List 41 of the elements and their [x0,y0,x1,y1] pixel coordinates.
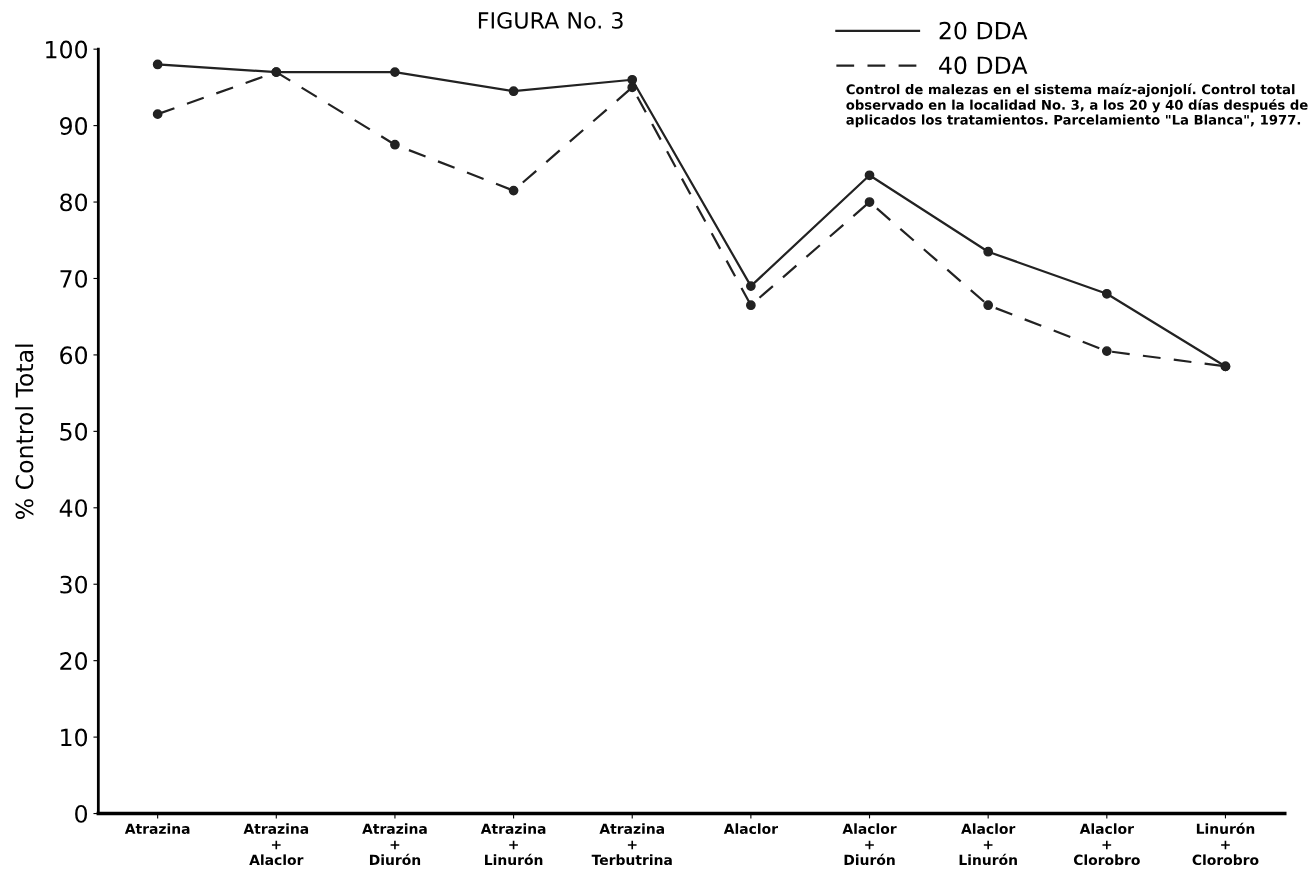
point [390,139,400,150]
y-tick-label: 20 [60,652,88,670]
point [1101,288,1112,299]
x-tick-label: Linurón + Clorobro [1192,822,1259,866]
y-tick-label: 30 [60,575,88,594]
legend-label: 40 DDA [939,56,1028,75]
y-tick-label: 40 [59,499,88,518]
x-tick-label: Atrazina + Diurón [362,823,427,866]
point [864,170,875,181]
x-tick-label: Atrazina + Linurón [480,823,546,866]
x-tick-label: Alaclor + Diurón [842,823,897,866]
legend-label: 20 DDA [939,21,1028,40]
y-tick-label: 10 [61,728,88,747]
point [152,59,163,70]
chart-title: FIGURA No. 3 [478,11,623,29]
x-tick-label: Atrazina + Terbutrina [591,823,672,866]
point [1101,346,1112,356]
y-tick-label: 80 [60,193,88,212]
x-tick-label: Alaclor + Linurón [959,823,1017,866]
point [983,300,994,311]
point [152,109,163,120]
point [627,82,638,93]
point [746,300,756,311]
point [746,281,756,291]
y-tick-label: 0 [75,804,88,823]
point [390,67,400,77]
y-tick-label: 50 [60,422,88,441]
y-tick-label: 90 [60,117,88,135]
point [983,246,994,257]
y-tick-label: 60 [60,346,88,365]
x-tick-label: Atrazina [124,823,190,835]
y-tick-label: 70 [60,269,88,288]
point [508,86,519,97]
point [508,185,519,196]
x-tick-label: Alaclor + Clorobro [1073,823,1140,866]
y-tick-label: 100 [46,40,88,59]
x-tick-label: Alaclor [723,823,778,835]
annotation: Control de malezas en el sistema maíz-ajonjolí. Control total observado en la localidad No. 3, a los 20 y 40 días después de aplicados los tratamientos. Parcelamiento "La Blanca", 1977. [846,83,1308,128]
x-tick-label: Atrazina + Alaclor [243,823,309,866]
y-axis-title: % Control Total [15,344,34,520]
point [864,197,875,207]
